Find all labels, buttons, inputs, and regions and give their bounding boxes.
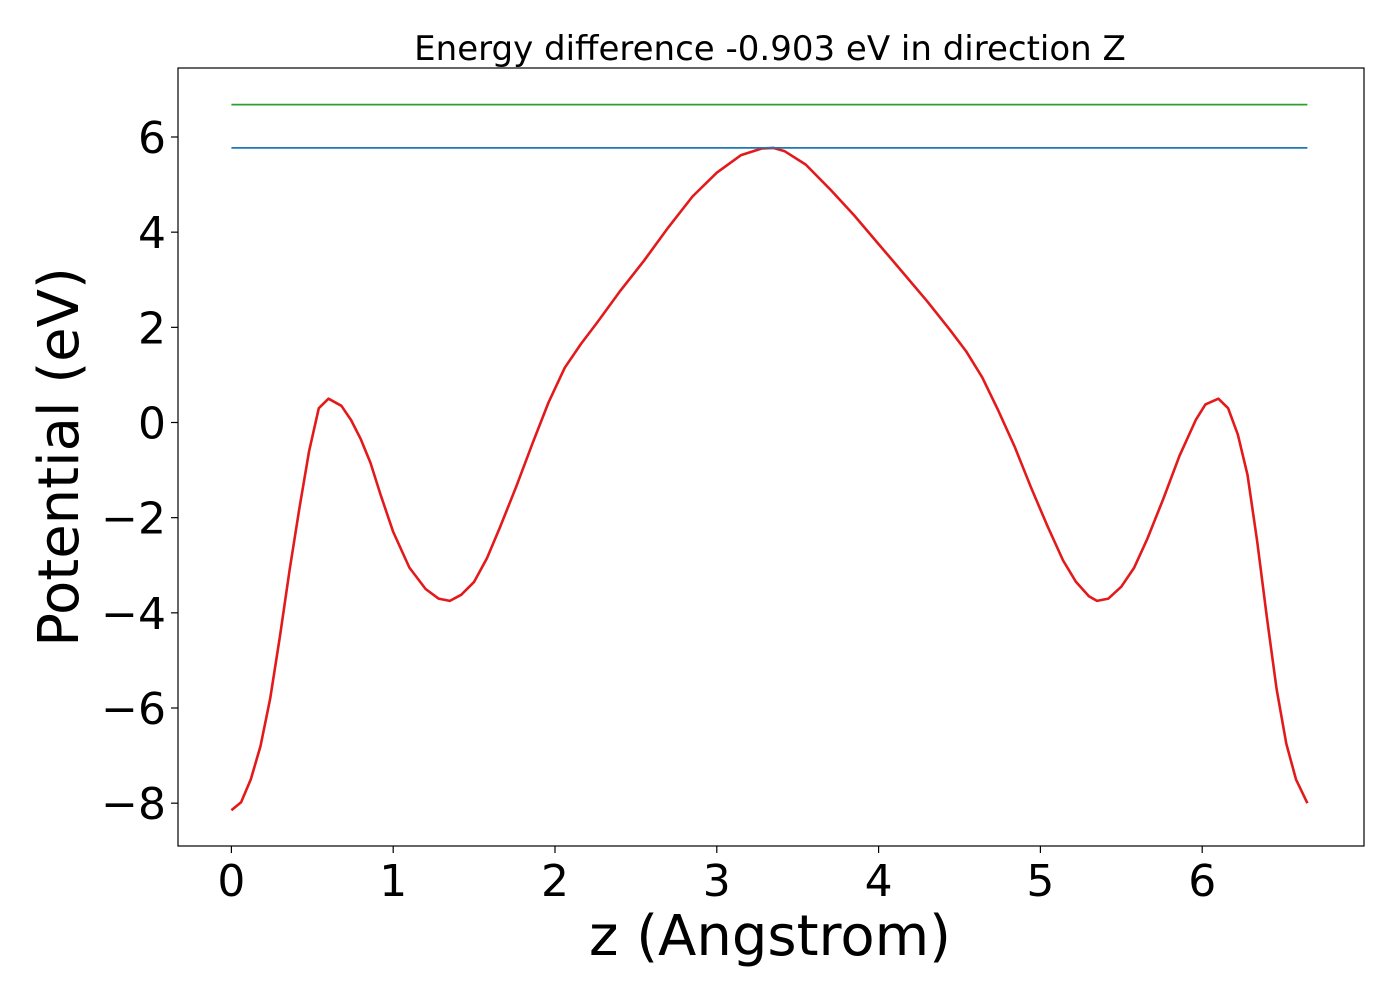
y-tick-label: −6 (101, 684, 166, 735)
x-tick-label: 5 (1026, 856, 1054, 907)
y-tick-label: 4 (138, 208, 166, 259)
plot-frame (177, 67, 1365, 847)
x-tick-label: 0 (217, 856, 245, 907)
y-tick-label: −4 (101, 589, 166, 640)
x-tick-label: 4 (865, 856, 893, 907)
x-axis: 0 1 2 3 4 5 6 (217, 846, 1216, 907)
y-tick-label: 2 (138, 303, 166, 354)
y-axis: −8 −6 −4 −2 0 2 4 6 (101, 113, 178, 830)
y-tick-label: 6 (138, 113, 166, 164)
y-tick-label: −8 (101, 779, 166, 830)
x-tick-label: 1 (379, 856, 407, 907)
y-tick-label: 0 (138, 399, 166, 450)
y-axis-label: Potential (eV) (27, 267, 92, 647)
chart-title: Energy difference -0.903 eV in direction… (414, 29, 1126, 69)
x-tick-label: 2 (541, 856, 569, 907)
x-axis-label: z (Angstrom) (589, 904, 951, 969)
x-tick-label: 6 (1188, 856, 1216, 907)
y-tick-label: −2 (101, 494, 166, 545)
x-tick-label: 3 (703, 856, 731, 907)
plot-series (230, 103, 1309, 812)
